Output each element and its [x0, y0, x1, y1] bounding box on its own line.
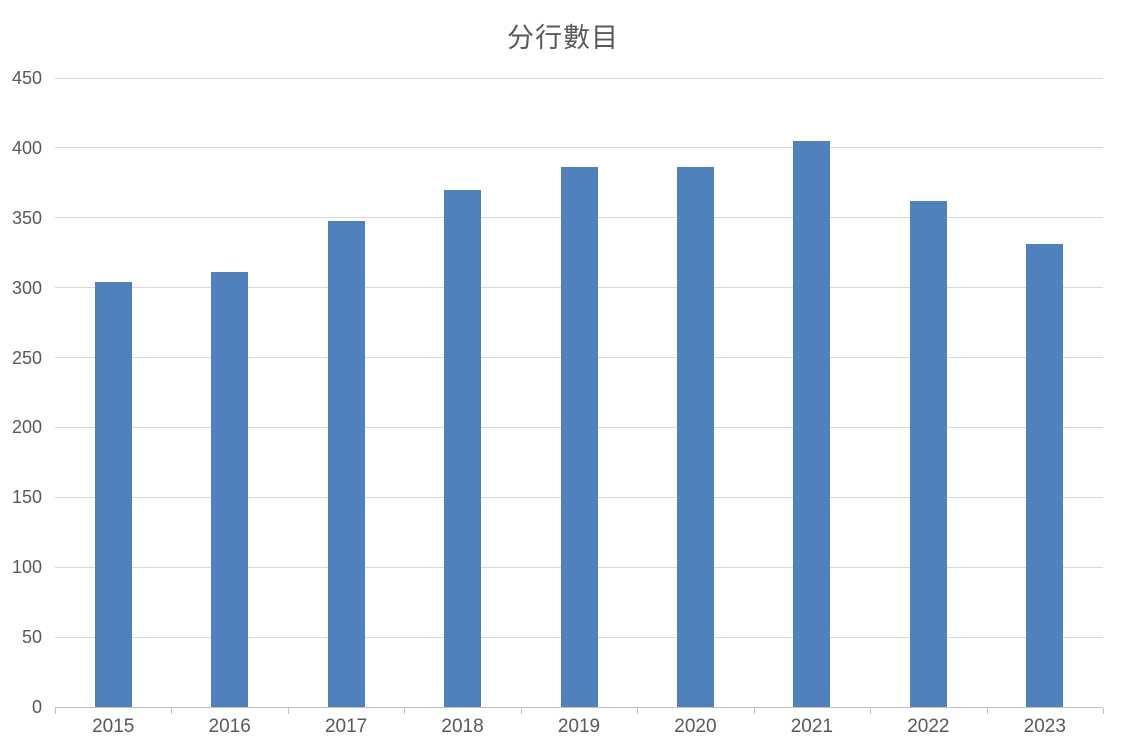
x-axis-label-2015: 2015: [92, 716, 135, 737]
y-axis-tick-label-400: 400: [11, 137, 42, 158]
bar-2016: [211, 272, 249, 707]
gridline-400: [55, 147, 1103, 149]
x-axis-label-2016: 2016: [208, 716, 251, 737]
bar-2022: [909, 201, 947, 707]
y-axis-tick-label-100: 100: [11, 557, 42, 578]
bar-2019: [560, 167, 598, 707]
x-axis-label-2019: 2019: [557, 716, 601, 737]
x-axis-tick: [753, 708, 755, 714]
x-axis-tick: [870, 708, 872, 714]
y-axis-tick-label-200: 200: [11, 417, 42, 438]
x-axis-label-2018: 2018: [441, 716, 484, 737]
y-axis-tick-label-350: 350: [11, 207, 42, 228]
x-axis-tick: [1103, 708, 1104, 714]
bar-2020: [676, 167, 714, 707]
x-axis-label-2017: 2017: [324, 716, 368, 737]
x-axis-line: [55, 707, 1103, 708]
x-axis-tick: [986, 708, 988, 714]
y-axis-tick-label-150: 150: [11, 487, 42, 508]
bar-2023: [1026, 244, 1064, 707]
plot-area: [55, 77, 1103, 708]
x-axis-tick: [55, 708, 56, 714]
chart-title: 分行數目: [507, 23, 619, 53]
gridline-450: [55, 77, 1103, 79]
y-axis-tick-label-50: 50: [21, 627, 42, 648]
x-axis-label-2021: 2021: [790, 716, 834, 737]
bar-2021: [793, 140, 831, 707]
x-axis-tick: [171, 708, 173, 714]
y-axis-tick-label-450: 450: [11, 68, 42, 88]
x-axis-tick: [287, 708, 289, 714]
x-axis-label-2023: 2023: [1023, 716, 1066, 737]
x-axis-tick: [404, 708, 406, 714]
y-axis-tick-label-300: 300: [11, 277, 42, 298]
bar-2015: [94, 282, 132, 707]
x-axis-tick: [637, 708, 639, 714]
bar-2017: [327, 220, 365, 707]
y-axis-tick-label-250: 250: [11, 347, 42, 368]
x-axis-tick: [520, 708, 522, 714]
x-axis-label-2022: 2022: [907, 716, 950, 737]
x-axis-label-2020: 2020: [674, 716, 717, 737]
y-axis-tick-label-0: 0: [31, 697, 42, 717]
bar-2018: [444, 189, 482, 707]
